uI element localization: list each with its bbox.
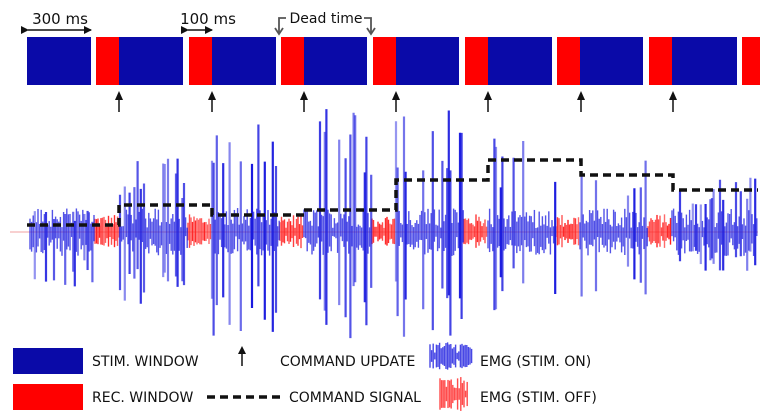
annotation-300ms: 300 ms — [21, 10, 92, 34]
command-update-arrow-icon — [115, 91, 123, 112]
emg-on-trace — [29, 208, 95, 287]
command-update-arrow-icon — [300, 91, 308, 112]
rec-window-block — [742, 37, 760, 85]
rec-window-block — [557, 37, 580, 85]
emg-on-trace — [118, 158, 188, 304]
stim-window-block — [119, 37, 183, 85]
dead-time-right-bracket-icon — [364, 17, 372, 33]
emg-traces — [29, 109, 758, 339]
legend: STIM. WINDOW REC. WINDOW COMMAND UPDATE … — [13, 342, 597, 411]
rec-window-block — [189, 37, 212, 85]
command-update-arrows — [115, 91, 677, 112]
emg-on-trace — [210, 124, 280, 336]
label-dead-time: Dead time — [290, 11, 363, 27]
command-update-arrow-icon — [208, 91, 216, 112]
stim-window-block — [27, 37, 91, 85]
legend-rec-window-label: REC. WINDOW — [92, 390, 193, 406]
stim-window-block — [580, 37, 643, 85]
stim-window-block — [672, 37, 737, 85]
emg-on-trace — [671, 177, 758, 271]
emg-on-trace — [487, 138, 557, 311]
emg-off-trace — [555, 215, 580, 248]
legend-emg-on-squiggle-icon — [429, 342, 473, 370]
command-update-arrow-icon — [392, 91, 400, 112]
emg-off-trace — [647, 214, 672, 248]
emg-on-trace — [579, 160, 648, 297]
legend-emg-off-squiggle-icon — [439, 377, 468, 411]
legend-stim-window-label: STIM. WINDOW — [92, 354, 199, 370]
rec-window-block — [281, 37, 304, 85]
stim-window-block — [488, 37, 552, 85]
dead-time-left-bracket-icon — [278, 17, 286, 33]
command-update-arrow-icon — [669, 91, 677, 112]
emg-off-trace — [463, 214, 488, 248]
rec-window-block — [649, 37, 672, 85]
emg-off-trace — [279, 214, 304, 249]
rec-window-block — [96, 37, 119, 85]
emg-on-trace — [394, 110, 464, 337]
annotation-100ms: 100 ms — [180, 10, 236, 34]
emg-on-trace — [303, 109, 373, 339]
rec-window-block — [373, 37, 396, 85]
legend-stim-window-swatch — [13, 348, 83, 374]
legend-emg-off-label: EMG (STIM. OFF) — [480, 390, 597, 406]
legend-rec-window-swatch — [13, 384, 83, 410]
emg-off-trace — [187, 214, 212, 248]
label-300ms: 300 ms — [32, 10, 88, 28]
label-100ms: 100 ms — [180, 10, 236, 28]
rec-window-block — [465, 37, 488, 85]
command-update-arrow-icon — [484, 91, 492, 112]
window-timeline — [27, 37, 760, 85]
legend-up-arrow-icon — [238, 346, 246, 366]
annotation-dead-time: Dead time — [274, 11, 376, 36]
emg-off-trace — [94, 215, 120, 248]
stim-window-block — [212, 37, 276, 85]
command-update-arrow-icon — [577, 91, 585, 112]
command-signal-line — [27, 158, 758, 227]
stim-window-block — [304, 37, 367, 85]
emg-off-trace — [371, 216, 396, 246]
legend-command-signal-label: COMMAND SIGNAL — [289, 390, 421, 406]
stim-window-block — [396, 37, 459, 85]
legend-command-update-label: COMMAND UPDATE — [280, 354, 415, 370]
legend-emg-on-label: EMG (STIM. ON) — [480, 354, 591, 370]
